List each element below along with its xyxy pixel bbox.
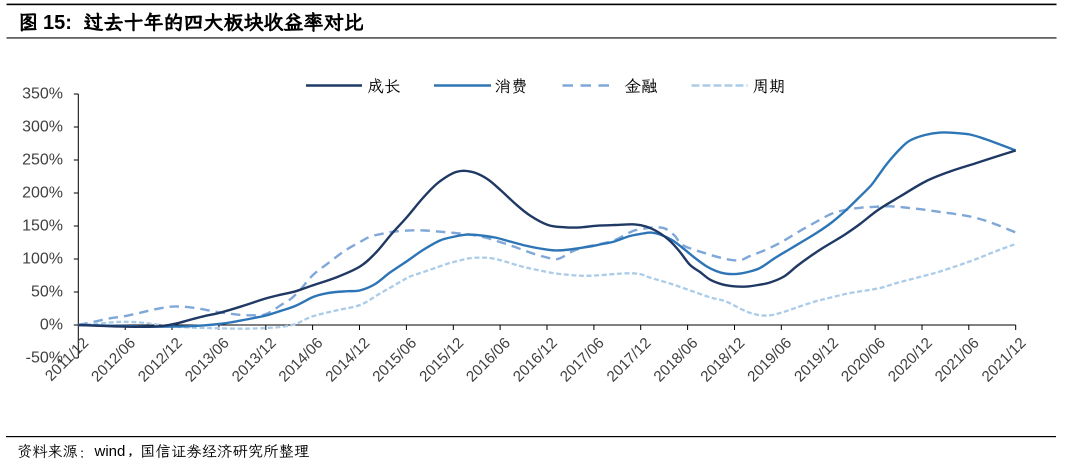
svg-text:0%: 0%: [40, 317, 63, 334]
svg-text:250%: 250%: [22, 152, 63, 169]
svg-text:50%: 50%: [31, 284, 63, 301]
svg-text:300%: 300%: [22, 119, 63, 136]
svg-text:wind: wind: [94, 443, 126, 460]
svg-text:-50%: -50%: [26, 350, 63, 367]
svg-text:350%: 350%: [22, 86, 63, 103]
svg-text:15:: 15:: [43, 12, 72, 34]
svg-text:150%: 150%: [22, 218, 63, 235]
svg-text:100%: 100%: [22, 251, 63, 268]
svg-text:200%: 200%: [22, 185, 63, 202]
